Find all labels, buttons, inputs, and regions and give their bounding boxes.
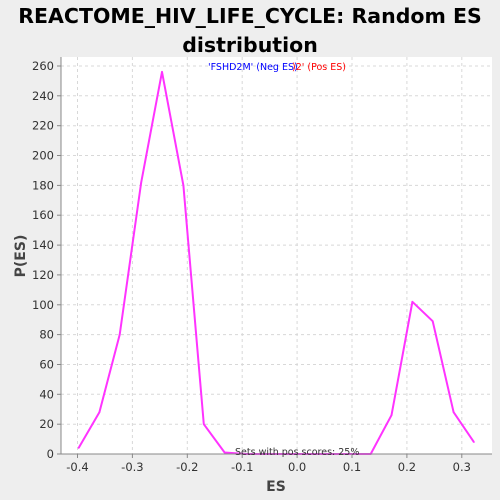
data-point — [452, 411, 455, 414]
data-point — [182, 184, 185, 187]
data-point — [223, 451, 226, 454]
data-point — [118, 333, 121, 336]
y-tick-label: 240 — [32, 89, 54, 103]
data-point — [473, 441, 475, 443]
annotation-pos-scores: Sets with pos scores: 25% — [235, 447, 359, 458]
y-tick-label: 200 — [32, 149, 54, 163]
data-point — [140, 181, 142, 184]
chart-title: REACTOME_HIV_LIFE_CYCLE: Random ES distr… — [18, 4, 482, 57]
legend-pos-label: )2' (Pos ES) — [292, 62, 346, 73]
x-tick-label: -0.3 — [121, 460, 143, 474]
data-point — [203, 423, 205, 426]
y-tick-label: 260 — [32, 59, 54, 73]
y-tick-label: 80 — [39, 328, 54, 342]
data-point — [411, 301, 414, 303]
y-tick-label: 60 — [39, 358, 54, 372]
data-point — [161, 71, 163, 73]
data-point — [390, 414, 393, 417]
tick-marks: -0.4 -0.3 -0.2 -0.1 0.0 0.1 0.2 0.3 0 20 40 60 80 100… — [32, 59, 471, 474]
y-tick-label: 160 — [32, 208, 54, 222]
x-axis-title: ES — [266, 479, 286, 495]
data-point — [431, 320, 434, 323]
x-tick-label: -0.4 — [66, 460, 88, 474]
x-tick-label: 0.1 — [343, 460, 361, 474]
data-point — [77, 447, 80, 449]
y-tick-label: 120 — [32, 268, 54, 282]
data-point — [98, 411, 101, 414]
y-tick-label: 40 — [39, 387, 54, 401]
x-tick-label: 0.2 — [398, 460, 416, 474]
legend-neg-label: 'FSHD2M' (Neg ES) — [208, 62, 298, 73]
y-tick-label: 220 — [32, 119, 54, 133]
y-tick-label: 0 — [47, 447, 54, 461]
grid-lines — [61, 57, 492, 454]
y-tick-label: 140 — [32, 238, 54, 252]
x-tick-label: 0.3 — [453, 460, 471, 474]
y-tick-label: 100 — [32, 298, 54, 312]
x-tick-label: -0.1 — [231, 460, 253, 474]
x-tick-label: -0.2 — [176, 460, 198, 474]
x-tick-label: 0.0 — [288, 460, 306, 474]
y-tick-label: 20 — [39, 417, 54, 431]
y-axis-title: P(ES) — [13, 235, 29, 278]
y-tick-label: 180 — [32, 178, 54, 192]
